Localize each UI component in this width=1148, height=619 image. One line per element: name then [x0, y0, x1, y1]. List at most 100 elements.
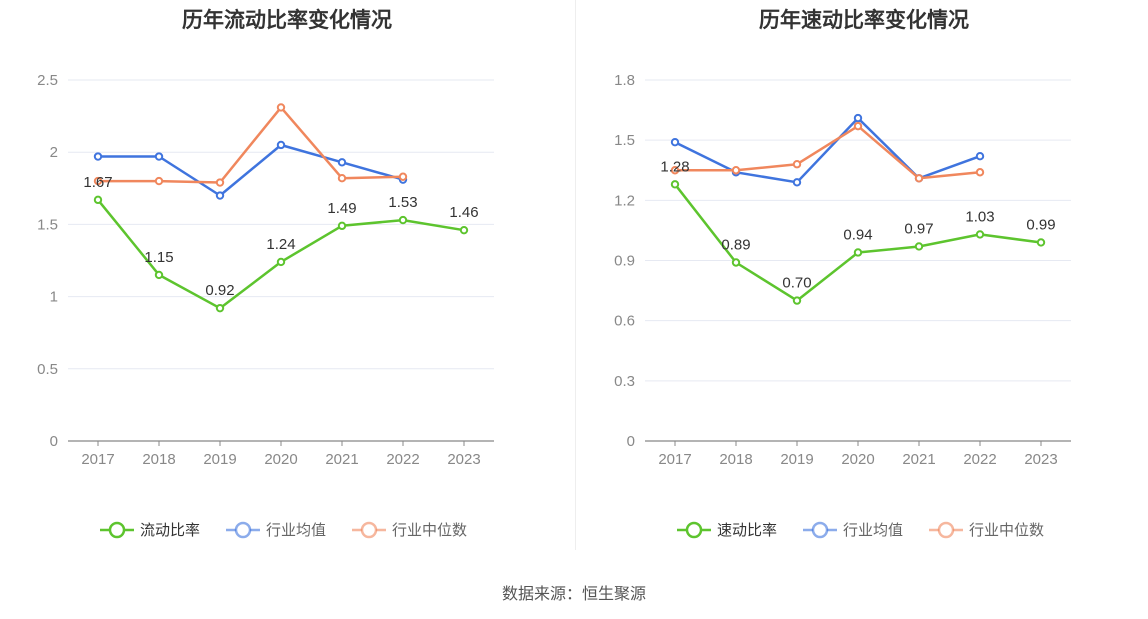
x-tick-label: 2018 — [142, 451, 175, 468]
data-point — [670, 166, 680, 175]
y-tick-label: 0.6 — [614, 313, 635, 330]
legend-circle-icon-1 — [234, 521, 252, 539]
data-point — [792, 296, 802, 305]
x-tick-label: 2020 — [264, 451, 297, 468]
data-point — [93, 176, 103, 186]
y-tick-label: 1.5 — [614, 132, 635, 149]
data-point — [215, 191, 225, 200]
x-tick-label: 2019 — [780, 451, 813, 468]
x-tick-label: 2022 — [963, 451, 996, 468]
legend-label-1: 行业均值 — [843, 522, 903, 539]
data-point — [398, 215, 408, 225]
data-source-note: 数据来源：恒生聚源 — [501, 586, 646, 603]
data-point — [792, 178, 802, 187]
data-point — [975, 230, 985, 239]
y-tick-label: 0 — [627, 433, 635, 450]
y-tick-label: 2.5 — [37, 72, 58, 89]
legend-circle-icon-1 — [811, 521, 829, 539]
chart-panel-current-ratio: 历年流动比率变化情况 0 0.5 1 1.5 2 2.5 2017 2018 2019 2020 2… — [0, 0, 574, 560]
data-label: 0.94 — [843, 226, 872, 243]
data-point — [154, 270, 164, 280]
data-label: 0.70 — [782, 275, 811, 292]
data-point — [731, 258, 741, 267]
data-point — [276, 257, 286, 267]
series-line-1 — [674, 116, 981, 184]
data-point — [215, 303, 225, 313]
data-label: 1.28 — [660, 158, 689, 175]
legend-circle-icon-2 — [937, 521, 955, 539]
data-label: 1.49 — [327, 200, 356, 217]
data-point — [975, 152, 985, 161]
y-tick-label: 0.9 — [614, 253, 635, 270]
x-tick-label: 2023 — [447, 451, 480, 468]
x-tick-label: 2020 — [841, 451, 874, 468]
legend-circle-icon-2 — [360, 521, 378, 539]
legend-label-1: 行业均值 — [266, 522, 326, 539]
y-tick-label: 2 — [50, 144, 58, 161]
legend-label-2: 行业中位数 — [392, 522, 467, 539]
chart-title: 历年流动比率变化情况 — [182, 9, 392, 32]
data-label: 0.92 — [205, 282, 234, 299]
data-point — [337, 221, 347, 231]
y-tick-label: 0.5 — [37, 361, 58, 378]
chart-panel-quick-ratio: 历年速动比率变化情况 0 0.3 0.6 0.9 1.2 1.5 1.8 2017 2018 20… — [577, 0, 1148, 560]
data-label: 1.53 — [388, 194, 417, 211]
current-ratio-chart: 0 0.5 1 1.5 2 2.5 2017 2018 2019 2020 2021 2022 2023… — [37, 72, 494, 539]
data-label: 1.46 — [449, 204, 478, 221]
x-tick-label: 2023 — [1024, 451, 1057, 468]
data-point — [853, 113, 863, 123]
x-tick-label: 2019 — [203, 451, 236, 468]
data-point — [398, 172, 408, 181]
data-point — [154, 152, 164, 161]
y-tick-label: 1 — [50, 289, 58, 306]
x-tick-label: 2021 — [902, 451, 935, 468]
x-tick-label: 2018 — [719, 451, 752, 468]
legend-circle-icon-0 — [108, 521, 126, 539]
data-point — [670, 137, 680, 147]
data-point — [215, 178, 225, 187]
x-tick-label: 2017 — [81, 451, 114, 468]
data-point — [914, 242, 924, 251]
data-point — [337, 158, 347, 167]
y-tick-label: 1.8 — [614, 72, 635, 89]
y-tick-label: 0.3 — [614, 373, 635, 390]
data-point — [853, 121, 863, 131]
series-line-1 — [98, 143, 404, 197]
data-label: 1.03 — [965, 208, 994, 225]
data-point — [276, 140, 286, 150]
data-label: 1.24 — [266, 236, 295, 253]
legend-circle-icon-0 — [685, 521, 703, 539]
data-point — [975, 168, 985, 177]
series-line-2 — [675, 124, 981, 180]
chart-title: 历年速动比率变化情况 — [759, 9, 969, 32]
data-label: 1.15 — [144, 249, 173, 266]
data-point — [93, 152, 103, 161]
legend-label-0: 流动比率 — [140, 522, 200, 539]
data-point — [1036, 238, 1046, 247]
data-point — [731, 166, 741, 175]
y-tick-label: 1.5 — [37, 216, 58, 233]
y-tick-label: 1.2 — [614, 192, 635, 209]
x-tick-label: 2017 — [658, 451, 691, 468]
data-point — [154, 176, 164, 186]
data-point — [337, 173, 347, 183]
data-point — [853, 248, 863, 257]
data-point — [276, 103, 286, 112]
data-point — [914, 174, 924, 183]
data-label: 0.97 — [904, 220, 933, 237]
data-label: 1.67 — [83, 174, 112, 191]
data-point — [670, 180, 680, 189]
legend-label-0: 速动比率 — [717, 522, 777, 539]
data-point — [93, 195, 103, 205]
quick-ratio-chart: 0 0.3 0.6 0.9 1.2 1.5 1.8 2017 2018 2019 2020 2021 2… — [614, 72, 1071, 539]
data-point — [792, 160, 802, 169]
legend-label-2: 行业中位数 — [969, 522, 1044, 539]
data-point — [459, 225, 469, 235]
data-label: 0.99 — [1026, 216, 1055, 233]
y-tick-label: 0 — [50, 433, 58, 450]
x-tick-label: 2022 — [386, 451, 419, 468]
data-label: 0.89 — [721, 237, 750, 254]
panel-divider — [575, 0, 576, 550]
series-line-2 — [98, 106, 404, 184]
x-tick-label: 2021 — [325, 451, 358, 468]
